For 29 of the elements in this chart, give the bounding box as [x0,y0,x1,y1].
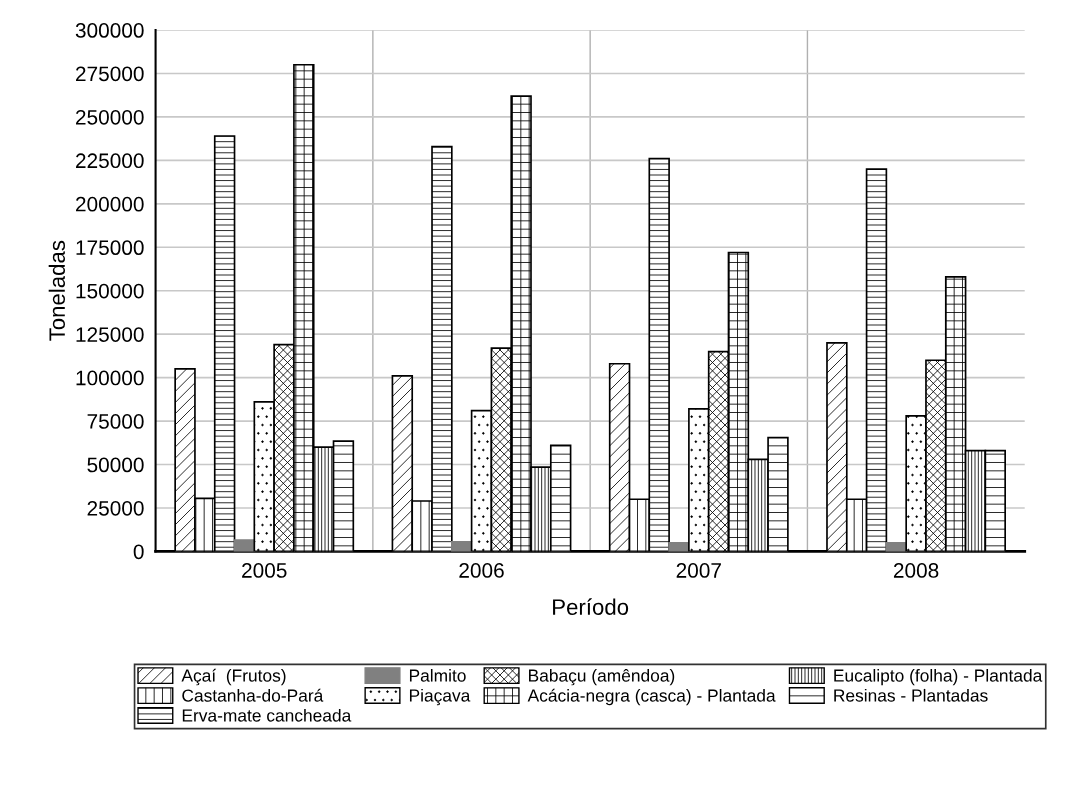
legend-label: Palmito [409,668,466,682]
y-tick-label: 300000 [75,23,144,38]
y-tick-label: 75000 [87,414,144,429]
legend-label: Acácia-negra (casca) - Plantada [527,688,776,706]
legend-label: Resinas - Plantadas [834,688,988,702]
y-tick-label: 125000 [76,327,144,342]
legend-label: Castanha-do-Pará [182,688,324,702]
legend-label: Babaçu (amêndoa) [529,668,675,686]
y-axis-title: Toneladas [48,240,66,341]
y-tick-label: 225000 [76,153,144,169]
y-tick-label: 200000 [76,196,144,212]
y-tick-label: 25000 [87,500,144,516]
x-tick-label: 2006 [459,563,504,578]
legend-label: Erva-mate cancheada [182,708,352,722]
bar [450,541,473,552]
y-tick-label: 175000 [76,240,144,256]
y-tick-label: 275000 [76,66,144,82]
y-tick-label: 250000 [76,109,144,125]
x-tick-label: 2007 [676,563,721,578]
legend-label: Eucalipto (folha) - Plantada [834,668,1043,686]
y-tick-label: 150000 [76,283,144,299]
x-tick-label: 2005 [242,563,287,578]
y-tick-label: 0 [133,544,144,560]
legend-label: Piaçava [409,688,471,706]
y-tick-label: 100000 [76,370,144,386]
y-tick-label: 50000 [87,457,144,473]
x-tick-label: 2008 [893,563,939,578]
x-axis-title: Período [553,598,629,615]
legend-label: Açaí (Frutos) [181,668,286,686]
